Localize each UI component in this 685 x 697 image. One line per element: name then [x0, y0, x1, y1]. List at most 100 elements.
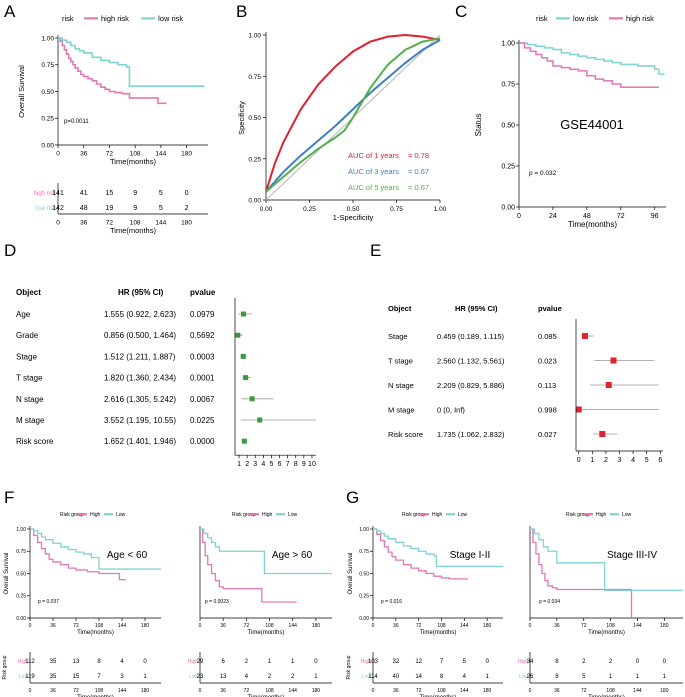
- x-tick-label: 0: [372, 623, 375, 629]
- p-value: p = 0.0023: [205, 599, 229, 605]
- risk-table-count: 8: [555, 659, 559, 665]
- forest-row-object: M stage: [388, 406, 415, 415]
- risk-table-x-title: Time(months): [588, 695, 625, 697]
- risk-table-row-label: High: [18, 659, 29, 665]
- p-value: p=0.0011: [64, 119, 89, 125]
- forest-hr-marker: [257, 417, 263, 423]
- panel-b: 0.00 0.25 0.50 0.75 1.00 0.00 0.25 0.50 0.75 1.00…: [237, 32, 447, 222]
- x-tick-label: 144: [118, 623, 127, 629]
- forest-row-hr: 0.856 (0.500, 1.464): [104, 331, 176, 340]
- risk-table-x-tick-label: 72: [416, 688, 422, 694]
- forest-header-hr: HR (95% CI): [455, 304, 498, 313]
- forest-x-tick-label: 1: [590, 457, 594, 464]
- forest-x-tick-label: 4: [261, 461, 265, 468]
- x-axis-title: Time(months): [588, 630, 625, 636]
- plot-annotation: Stage III-IV: [607, 550, 657, 561]
- risk-table-count: 1: [143, 674, 147, 680]
- forest-hr-marker: [249, 396, 255, 402]
- y-tick-label: 0.50: [501, 122, 515, 129]
- p-value: p = 0.032: [529, 170, 557, 177]
- risk-table-count: 112: [25, 659, 35, 665]
- risk-table-x-tick-label: 144: [633, 688, 642, 694]
- risk-table-count: 15: [73, 674, 80, 680]
- risk-table-count: 3: [120, 674, 124, 680]
- risk-table-count: 35: [50, 674, 57, 680]
- forest-row-pvalue: 0.998: [538, 406, 557, 415]
- x-tick-label: 72: [581, 623, 587, 629]
- forest-row-pvalue: 0.0225: [190, 416, 215, 425]
- x-tick-label: 144: [155, 151, 166, 158]
- legend-label: high risk: [101, 14, 129, 23]
- risk-table-count: 119: [25, 674, 35, 680]
- km-curve-high-risk: [58, 37, 167, 105]
- forest-header-object: Object: [388, 304, 412, 313]
- risk-table-count: 1: [609, 674, 613, 680]
- forest-row-object: T stage: [388, 357, 413, 366]
- legend-label: high risk: [626, 14, 654, 23]
- risk-table-count: 13: [220, 674, 227, 680]
- p-value: p = 0.034: [539, 599, 560, 605]
- risk-table-x-tick-label: 72: [106, 220, 114, 227]
- forest-x-tick-label: 5: [645, 457, 649, 464]
- panel-f-left: Risk group High Low 0.00 0.25 0.50 0.75 1.00 0 36…: [2, 512, 161, 697]
- legend-title: Risk group: [232, 512, 256, 518]
- plot-annotation: Age < 60: [107, 550, 148, 561]
- risk-table-count: 32: [392, 659, 399, 665]
- risk-table-x-tick-label: 144: [289, 688, 298, 694]
- forest-x-tick-label: 1: [237, 461, 241, 468]
- plot-annotation: Age > 60: [272, 550, 313, 561]
- x-tick-label: 24: [549, 213, 557, 220]
- risk-table-count: 13: [73, 659, 80, 665]
- risk-table-x-tick-label: 72: [581, 688, 587, 694]
- auc-label-value: = 0.78: [408, 151, 429, 160]
- risk-table-count: 1: [485, 674, 489, 680]
- y-tick-label: 0.50: [41, 89, 54, 96]
- risk-table-count: 34: [527, 659, 534, 665]
- risk-table-count: 1: [268, 659, 272, 665]
- risk-table-count: 8: [440, 674, 444, 680]
- p-value: p = 0.016: [381, 599, 402, 605]
- x-tick-label: 0.75: [390, 206, 403, 213]
- forest-row-pvalue: 0.0003: [190, 352, 215, 361]
- risk-table-x-tick-label: 144: [118, 688, 127, 694]
- forest-row-object: M stage: [16, 416, 45, 425]
- y-tick-label: 0.00: [248, 198, 261, 205]
- x-tick-label: 1.00: [434, 206, 447, 213]
- y-tick-label: 1.00: [501, 40, 515, 47]
- legend-label: High: [262, 512, 273, 518]
- risk-table-count: 19: [106, 205, 114, 212]
- forest-row-object: N stage: [16, 395, 44, 404]
- roc-curve-2: [265, 39, 441, 193]
- forest-x-tick-label: 5: [269, 461, 273, 468]
- auc-label-name: AUC of 5 years: [348, 183, 399, 192]
- risk-table-count: 4: [120, 659, 124, 665]
- risk-table-x-title: Time(months): [110, 226, 156, 235]
- forest-row-hr: 1.820 (1.360, 2.434): [104, 374, 176, 383]
- risk-table-count: 48: [80, 205, 88, 212]
- risk-table-title: Risk group: [346, 655, 352, 679]
- risk-table-count: 103: [368, 659, 379, 665]
- forest-row-hr: 1.512 (1.211, 1.887): [104, 352, 176, 361]
- risk-table-x-title: Time(months): [420, 695, 457, 697]
- km-curve-low: [373, 528, 503, 568]
- forest-row-pvalue: 0.0000: [190, 437, 215, 446]
- km-curve-high: [373, 528, 469, 580]
- km-curve-low: [200, 528, 332, 575]
- y-tick-label: 1.00: [248, 33, 261, 40]
- y-tick-label: 0.75: [501, 81, 515, 88]
- risk-table-row-label: High: [361, 659, 372, 665]
- x-tick-label: 180: [141, 623, 150, 629]
- x-tick-label: 72: [73, 623, 79, 629]
- forest-x-tick-label: 6: [278, 461, 282, 468]
- x-tick-label: 48: [583, 213, 591, 220]
- risk-table-row-label: low risk: [36, 206, 57, 212]
- y-tick-label: 0.75: [41, 62, 54, 69]
- risk-table-count: 4: [245, 674, 249, 680]
- forest-row-hr: 3.552 (1.195, 10.55): [104, 416, 176, 425]
- y-tick-label: 1.00: [359, 527, 369, 533]
- risk-table-count: 1: [291, 659, 295, 665]
- panel-e: Object HR (95% CI) pvalue Stage 0.459 (0.189…: [388, 304, 663, 464]
- legend-title: risk: [62, 14, 74, 23]
- km-curve-low-risk: [58, 37, 205, 87]
